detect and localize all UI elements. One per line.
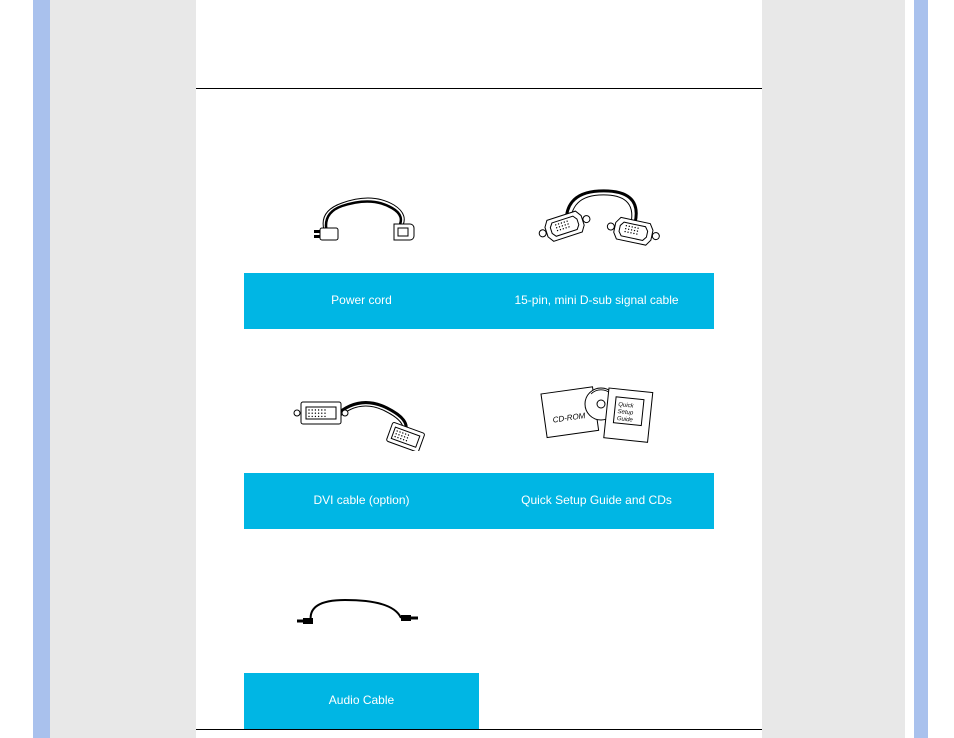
power-cord-icon: [302, 178, 422, 248]
accessory-illustration: [244, 153, 479, 273]
accessory-cell: [479, 153, 714, 273]
accessories-table: Power cord15-pin, mini D-sub signal cabl…: [244, 153, 714, 729]
right-grey-column: [762, 0, 905, 738]
accessory-label: Power cord: [244, 273, 479, 329]
accessory-cell: [244, 153, 479, 273]
top-separator: [196, 88, 762, 89]
accessory-label: 15-pin, mini D-sub signal cable: [479, 273, 714, 329]
accessory-cell: [479, 553, 714, 673]
audio-cable-icon: [297, 588, 427, 638]
dvi-cable-icon: [287, 376, 437, 451]
empty-label: [479, 673, 714, 729]
right-blue-edge: [914, 0, 928, 738]
accessory-cell: CD-ROM Quick Setup Guide: [479, 353, 714, 473]
accessory-row: [244, 553, 714, 673]
accessory-label: DVI cable (option): [244, 473, 479, 529]
accessory-label-row: Audio Cable: [244, 673, 714, 729]
accessory-illustration: [479, 153, 714, 273]
accessory-illustration: CD-ROM Quick Setup Guide: [479, 353, 714, 473]
left-blue-edge: [33, 0, 50, 738]
accessory-label-row: DVI cable (option)Quick Setup Guide and …: [244, 473, 714, 529]
left-grey-column: [50, 0, 196, 738]
accessory-row: CD-ROM Quick Setup Guide: [244, 353, 714, 473]
accessory-illustration: [244, 353, 479, 473]
page: Power cord15-pin, mini D-sub signal cabl…: [0, 0, 954, 738]
vga-cable-icon: [527, 173, 667, 253]
content-area: Power cord15-pin, mini D-sub signal cabl…: [196, 0, 762, 730]
bottom-separator: [196, 729, 762, 730]
accessory-cell: [244, 353, 479, 473]
accessory-label: Audio Cable: [244, 673, 479, 729]
accessory-illustration: [244, 553, 479, 673]
accessory-label-row: Power cord15-pin, mini D-sub signal cabl…: [244, 273, 714, 329]
cd-guide-icon: CD-ROM Quick Setup Guide: [527, 378, 667, 448]
accessory-cell: [244, 553, 479, 673]
accessory-label: Quick Setup Guide and CDs: [479, 473, 714, 529]
empty-cell: [479, 553, 714, 673]
accessory-row: [244, 153, 714, 273]
